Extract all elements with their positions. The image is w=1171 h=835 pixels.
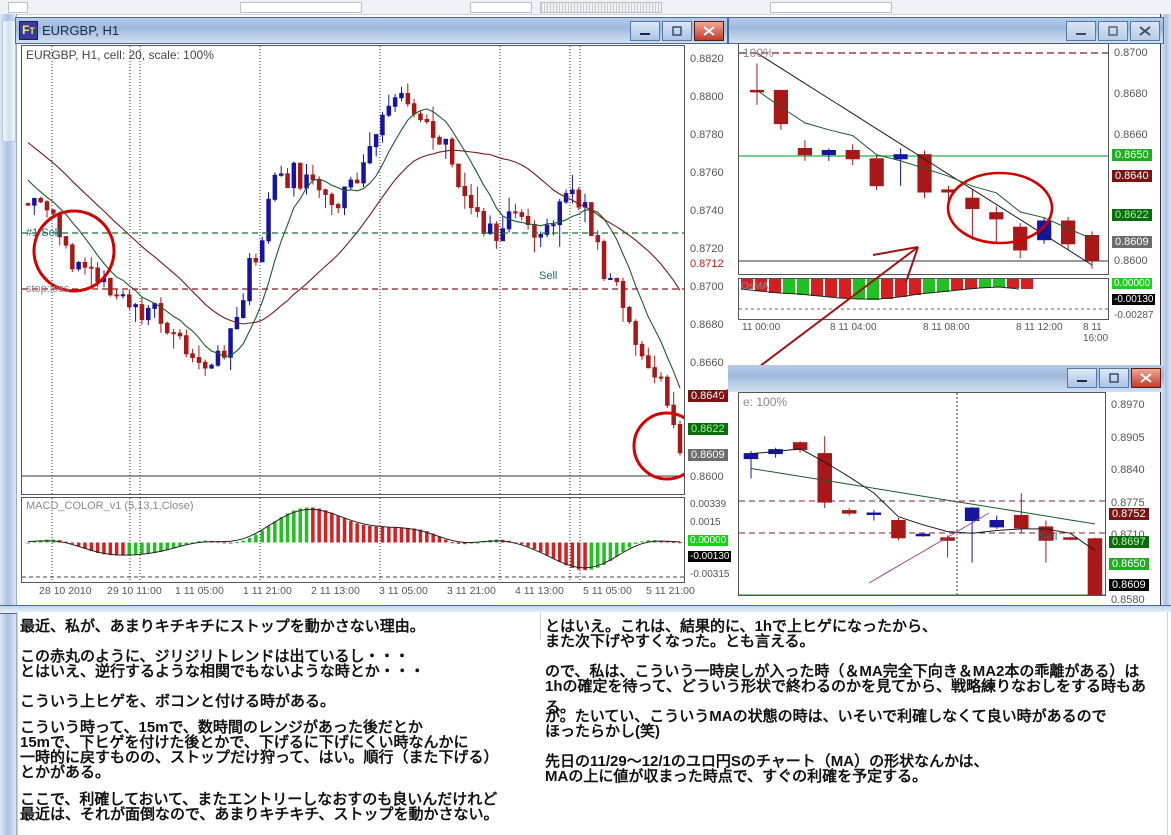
- svg-text:Sell: Sell: [1039, 531, 1057, 543]
